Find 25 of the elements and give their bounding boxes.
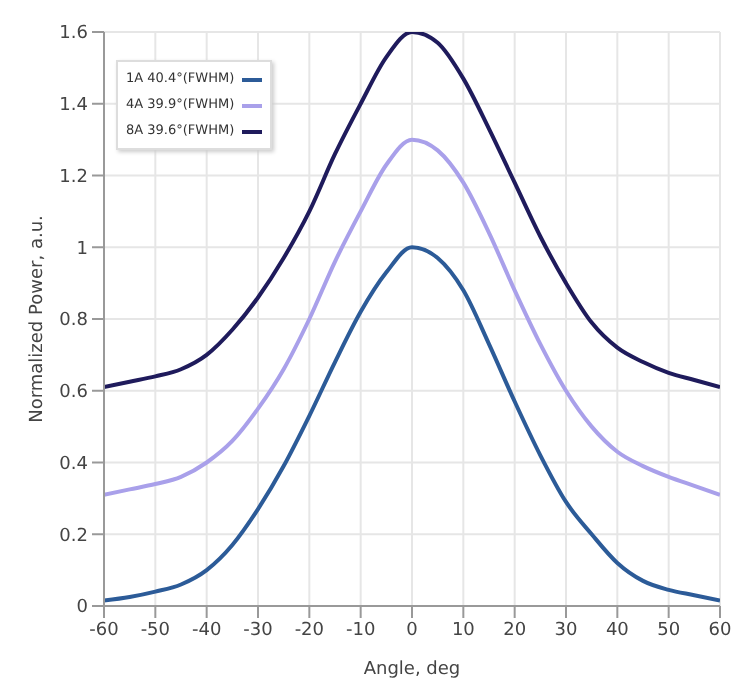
x-tick-label: -40: [191, 620, 222, 641]
x-tick-label: -10: [345, 620, 376, 641]
line-series: [104, 137, 720, 497]
y-tick-label: 0.8: [59, 311, 89, 332]
y-tick-label: 0: [76, 598, 89, 619]
y-tick-label: 0.4: [59, 454, 89, 475]
x-tick-label: 30: [554, 620, 578, 641]
y-axis-title: Normalized Power, a.u.: [28, 215, 49, 423]
x-axis-title: Angle, deg: [363, 660, 461, 680]
y-tick-label: 1.2: [59, 167, 88, 188]
y-tick-label: 1.6: [59, 24, 89, 45]
x-tick-label: 10: [451, 620, 476, 641]
x-tick-label: 50: [657, 620, 681, 641]
x-tick-label: -60: [89, 620, 120, 641]
y-tick-label: 0.6: [59, 383, 89, 404]
x-tick-label: -20: [294, 620, 325, 641]
x-tick-label: -30: [243, 620, 274, 641]
x-tick-label: 40: [605, 620, 630, 641]
y-tick-label: 0.2: [59, 526, 88, 547]
y-tick-label: 1: [76, 239, 88, 260]
x-tick-label: -50: [140, 620, 171, 641]
x-tick-label: 0: [406, 620, 419, 641]
x-tick-label: 20: [503, 620, 527, 641]
x-tick-label: 60: [708, 620, 732, 641]
y-tick-label: 1.4: [59, 96, 89, 117]
